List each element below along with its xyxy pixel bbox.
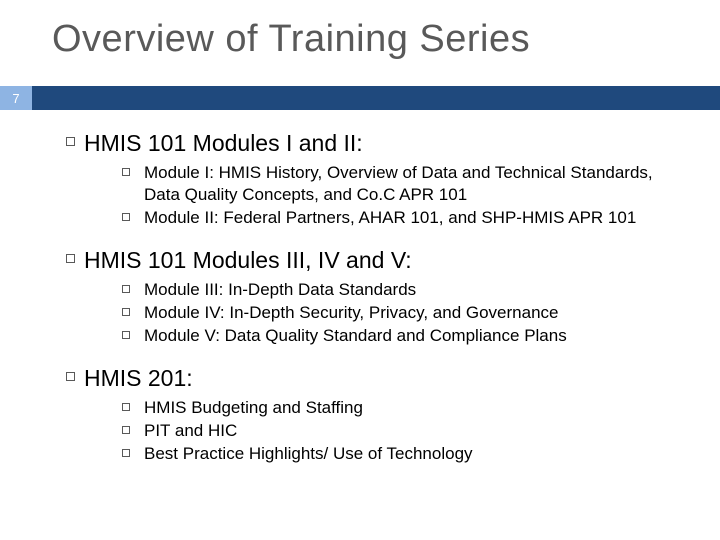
section-heading-text: HMIS 201:	[84, 363, 193, 393]
square-bullet-icon	[56, 128, 84, 146]
list-item: Module II: Federal Partners, AHAR 101, a…	[122, 207, 690, 229]
square-bullet-icon	[122, 420, 144, 434]
section-heading: HMIS 101 Modules III, IV and V:	[56, 245, 690, 275]
section-items: HMIS Budgeting and Staffing PIT and HIC …	[122, 397, 690, 465]
content-area: HMIS 101 Modules I and II: Module I: HMI…	[56, 128, 690, 481]
list-item: Module IV: In-Depth Security, Privacy, a…	[122, 302, 690, 324]
slide-title: Overview of Training Series	[52, 18, 530, 61]
list-item: Module III: In-Depth Data Standards	[122, 279, 690, 301]
square-bullet-icon	[56, 363, 84, 381]
list-item-text: Module IV: In-Depth Security, Privacy, a…	[144, 302, 559, 324]
list-item-text: Module III: In-Depth Data Standards	[144, 279, 416, 301]
square-bullet-icon	[122, 302, 144, 316]
list-item: Module V: Data Quality Standard and Comp…	[122, 325, 690, 347]
section-heading: HMIS 101 Modules I and II:	[56, 128, 690, 158]
list-item-text: Module I: HMIS History, Overview of Data…	[144, 162, 690, 206]
section-heading-text: HMIS 101 Modules I and II:	[84, 128, 363, 158]
section-items: Module III: In-Depth Data Standards Modu…	[122, 279, 690, 347]
list-item: PIT and HIC	[122, 420, 690, 442]
list-item-text: HMIS Budgeting and Staffing	[144, 397, 363, 419]
square-bullet-icon	[122, 443, 144, 457]
square-bullet-icon	[56, 245, 84, 263]
list-item: Module I: HMIS History, Overview of Data…	[122, 162, 690, 206]
accent-bar	[0, 86, 720, 110]
list-item-text: Best Practice Highlights/ Use of Technol…	[144, 443, 473, 465]
list-item-text: Module II: Federal Partners, AHAR 101, a…	[144, 207, 636, 229]
list-item-text: PIT and HIC	[144, 420, 237, 442]
section-heading-text: HMIS 101 Modules III, IV and V:	[84, 245, 412, 275]
section-heading: HMIS 201:	[56, 363, 690, 393]
square-bullet-icon	[122, 325, 144, 339]
square-bullet-icon	[122, 207, 144, 221]
square-bullet-icon	[122, 279, 144, 293]
list-item: HMIS Budgeting and Staffing	[122, 397, 690, 419]
square-bullet-icon	[122, 162, 144, 176]
section-items: Module I: HMIS History, Overview of Data…	[122, 162, 690, 229]
square-bullet-icon	[122, 397, 144, 411]
page-number-badge: 7	[0, 86, 32, 110]
list-item-text: Module V: Data Quality Standard and Comp…	[144, 325, 567, 347]
slide: Overview of Training Series 7 HMIS 101 M…	[0, 0, 720, 540]
list-item: Best Practice Highlights/ Use of Technol…	[122, 443, 690, 465]
